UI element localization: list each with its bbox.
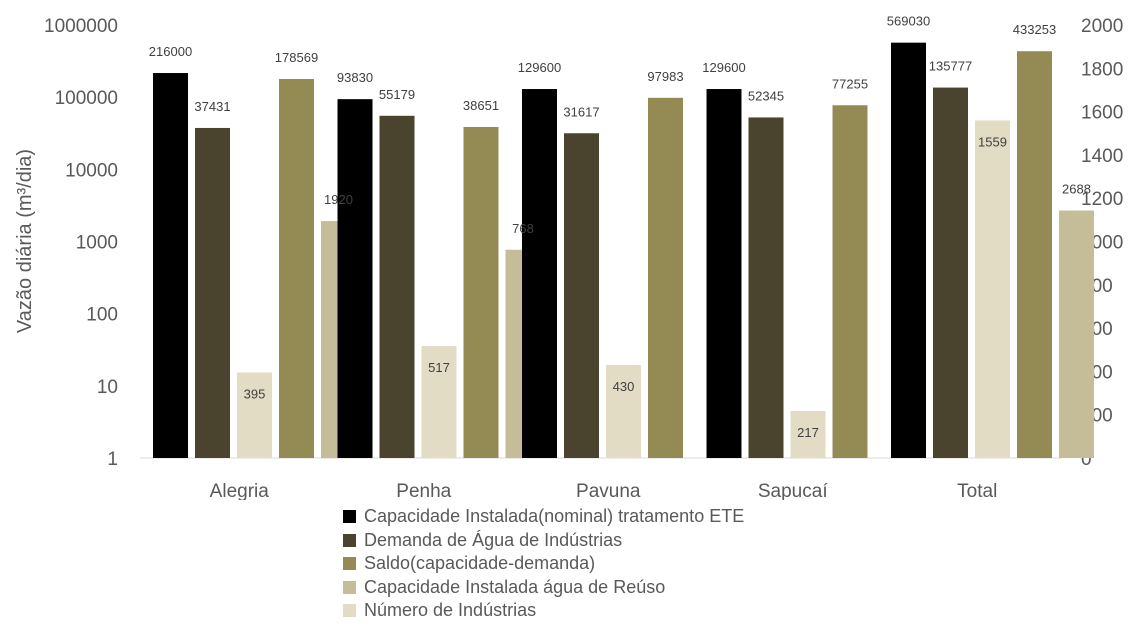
bar <box>648 97 683 458</box>
data-label: 430 <box>613 379 635 394</box>
data-label: 768 <box>512 221 534 236</box>
bar <box>790 411 826 458</box>
data-label: 569030 <box>887 14 930 29</box>
bar <box>748 117 784 459</box>
bar <box>606 364 641 458</box>
data-label: 2688 <box>1062 182 1091 197</box>
y-right-tick-label: 1600 <box>1081 103 1123 124</box>
bar <box>379 115 415 458</box>
legend-label: Saldo(capacidade-demanda) <box>364 553 596 574</box>
bars <box>153 42 1094 459</box>
bar <box>891 42 926 458</box>
y-right-tick-label: 1400 <box>1081 146 1123 167</box>
category-label: Penha <box>396 481 451 500</box>
legend-label: Capacidade Instalada água de Reúso <box>364 576 666 597</box>
data-label: 77255 <box>832 76 868 91</box>
bar <box>564 133 599 458</box>
data-label: 31617 <box>563 104 599 119</box>
y-right-tick-label: 1800 <box>1081 59 1123 80</box>
bar <box>337 99 373 459</box>
legend-item: Capacidade Instalada água de Reúso <box>343 576 744 600</box>
data-label: 517 <box>428 360 450 375</box>
data-label: 178569 <box>275 50 318 65</box>
category-label: Pavuna <box>576 481 641 500</box>
data-label: 38651 <box>463 98 499 113</box>
data-label: 135777 <box>929 59 972 74</box>
legend-swatch <box>343 604 356 618</box>
legend-label: Número de Indústrias <box>364 600 537 621</box>
legend-label: Capacidade Instalada(nominal) tratamento… <box>364 506 745 527</box>
bar <box>933 87 968 458</box>
category-labels: Alegria Penha Pavuna Sapucaí Total <box>210 481 998 500</box>
data-label: 55179 <box>379 87 415 102</box>
category-label: Total <box>957 481 997 500</box>
data-label: 97983 <box>647 69 683 84</box>
legend-swatch <box>343 533 356 547</box>
bar <box>153 73 188 459</box>
y-left-tick-label: 10000 <box>65 160 118 181</box>
bar <box>279 78 314 458</box>
y-left-tick-label: 1 <box>107 449 118 470</box>
legend-swatch <box>343 580 356 594</box>
left-axis: 1 10 100 1000 10000 100000 1000000 <box>44 16 118 470</box>
category-label: Sapucaí <box>758 481 828 500</box>
y-left-tick-label: 1000 <box>76 233 118 254</box>
data-label: 93830 <box>337 70 373 85</box>
legend-item: Saldo(capacidade-demanda) <box>343 552 744 576</box>
data-label: 37431 <box>194 99 230 114</box>
bar <box>832 105 868 458</box>
y-right-tick-label: 2000 <box>1081 16 1123 37</box>
bar <box>706 89 742 458</box>
bar <box>1017 51 1052 458</box>
data-label: 216000 <box>149 44 192 59</box>
y-left-tick-label: 100 <box>86 305 118 326</box>
data-labels: 216000 37431 395 178569 1920 93830 55179 517 386… <box>149 14 1091 440</box>
data-label: 1559 <box>978 134 1007 149</box>
y-right-tick-label: 1200 <box>1081 189 1123 210</box>
y-left-tick-label: 10 <box>97 377 118 398</box>
bar <box>1059 210 1094 458</box>
data-label: 52345 <box>748 88 784 103</box>
legend-item: Número de Indústrias <box>343 599 744 623</box>
legend-swatch <box>343 557 356 571</box>
legend-swatch <box>343 510 356 524</box>
legend-label: Demanda de Água de Indústrias <box>364 529 623 550</box>
bar <box>195 127 230 458</box>
bar <box>463 126 499 458</box>
legend-item: Demanda de Água de Indústrias <box>343 529 744 553</box>
y-left-tick-label: 1000000 <box>44 16 118 37</box>
bar <box>522 89 557 458</box>
data-label: 129600 <box>518 60 561 75</box>
y-right-tick-label: 0 <box>1081 449 1092 470</box>
data-label: 1920 <box>324 192 353 207</box>
bar <box>421 346 457 458</box>
data-label: 217 <box>797 425 819 440</box>
data-label: 395 <box>244 386 266 401</box>
legend-item: Capacidade Instalada(nominal) tratamento… <box>343 505 744 529</box>
bar <box>975 120 1010 458</box>
y-axis-title: Vazão diária (m³/dia) <box>14 149 36 333</box>
category-label: Alegria <box>210 481 270 500</box>
data-label: 433253 <box>1013 22 1056 37</box>
data-label: 129600 <box>702 60 745 75</box>
bar <box>237 372 272 458</box>
y-left-tick-label: 100000 <box>55 88 118 109</box>
legend: Capacidade Instalada(nominal) tratamento… <box>343 505 744 623</box>
